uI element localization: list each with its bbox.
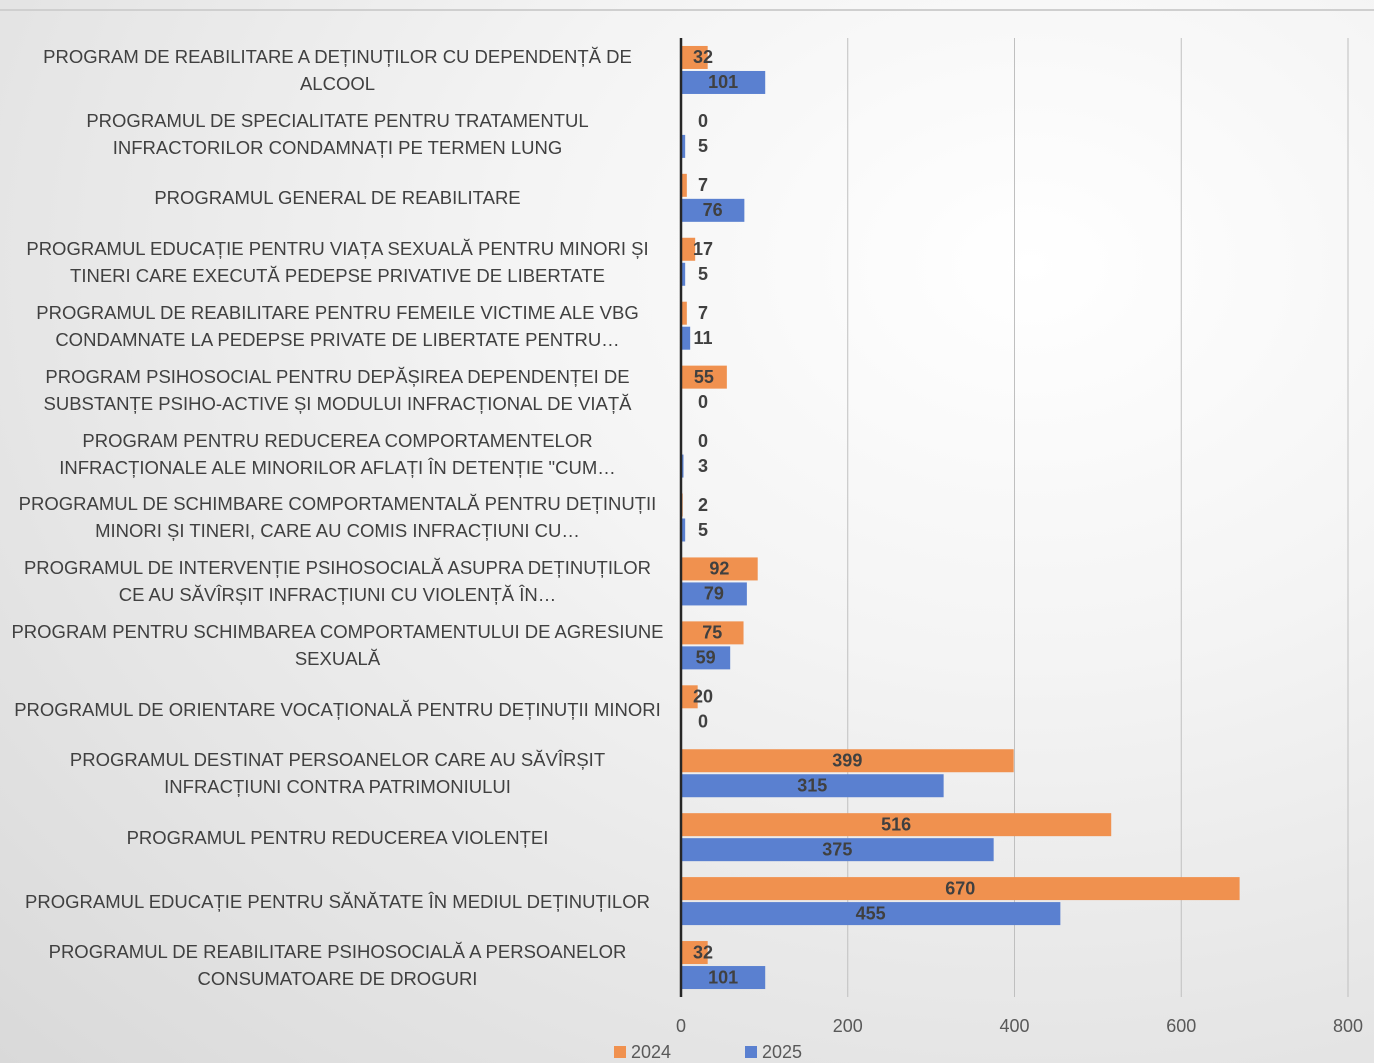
- x-tick-label: 0: [676, 1016, 686, 1036]
- category-label: PROGRAMUL DE REABILITARE PENTRU FEMEILE …: [36, 301, 639, 350]
- bar: [681, 582, 747, 606]
- bar: [681, 518, 686, 542]
- value-label: 0: [698, 712, 708, 732]
- legend-swatch: [745, 1046, 757, 1058]
- value-label: 101: [708, 967, 738, 987]
- value-label: 75: [702, 623, 722, 643]
- value-label: 7: [698, 303, 708, 323]
- bar: [681, 749, 1014, 773]
- category-label: PROGRAMUL DE SPECIALITATE PENTRU TRATAME…: [86, 109, 589, 158]
- bar: [681, 198, 745, 222]
- value-label: 7: [698, 175, 708, 195]
- value-label: 76: [703, 200, 723, 220]
- bar: [681, 70, 766, 94]
- bar: [681, 365, 727, 389]
- bar: [681, 621, 744, 645]
- category-label: PROGRAMUL DE REABILITARE PSIHOSOCIALĂ A …: [48, 941, 627, 990]
- x-tick-label: 600: [1166, 1016, 1196, 1036]
- value-label: 2: [698, 495, 708, 515]
- value-label: 32: [693, 47, 713, 67]
- x-tick-label: 800: [1333, 1016, 1363, 1036]
- bar: [681, 134, 686, 158]
- bar: [681, 813, 1112, 837]
- bar: [681, 173, 687, 197]
- category-label: PROGRAM PENTRU REDUCEREA COMPORTAMENTELO…: [59, 429, 616, 478]
- value-label: 92: [709, 559, 729, 579]
- bar: [681, 326, 691, 350]
- bar: [681, 902, 1061, 926]
- bar: [681, 774, 944, 798]
- value-label: 32: [693, 942, 713, 962]
- bar: [681, 941, 708, 965]
- category-label: PROGRAMUL EDUCAȚIE PENTRU SĂNĂTATE ÎN ME…: [25, 890, 650, 912]
- value-label: 17: [693, 239, 713, 259]
- legend-label: 2025: [762, 1042, 802, 1062]
- value-label: 0: [698, 431, 708, 451]
- value-label: 670: [945, 878, 975, 898]
- category-label: PROGRAMUL DE INTERVENȚIE PSIHOSOCIALĂ AS…: [23, 557, 652, 606]
- value-label: 0: [698, 392, 708, 412]
- category-label: PROGRAMUL DE SCHIMBARE COMPORTAMENTALĂ P…: [18, 493, 657, 542]
- category-label: PROGRAMUL DESTINAT PERSOANELOR CARE AU S…: [69, 749, 606, 798]
- category-label: PROGRAM PENTRU SCHIMBAREA COMPORTAMENTUL…: [11, 621, 664, 670]
- value-label: 516: [881, 814, 911, 834]
- legend-swatch: [614, 1046, 626, 1058]
- value-label: 59: [696, 648, 716, 668]
- bar: [681, 557, 758, 581]
- legend-label: 2024: [631, 1042, 671, 1062]
- value-label: 20: [693, 687, 713, 707]
- value-label: 5: [698, 264, 708, 284]
- bar: [681, 877, 1240, 901]
- category-label: PROGRAMUL EDUCAȚIE PENTRU VIAȚA SEXUALĂ …: [26, 237, 649, 286]
- value-label: 399: [832, 750, 862, 770]
- value-label: 11: [693, 328, 712, 348]
- bar: [681, 966, 766, 990]
- bar: [681, 45, 708, 69]
- value-label: 5: [698, 520, 708, 540]
- value-label: 3: [698, 456, 708, 476]
- value-label: 79: [704, 584, 724, 604]
- bar: [681, 454, 684, 478]
- category-label: PROGRAMUL GENERAL DE REABILITARE: [154, 187, 521, 209]
- value-label: 0: [698, 111, 708, 131]
- x-tick-label: 400: [999, 1016, 1029, 1036]
- category-label: PROGRAMUL PENTRU REDUCEREA VIOLENȚEI: [126, 826, 549, 848]
- bar: [681, 262, 686, 286]
- bar: [681, 301, 687, 325]
- category-label: PROGRAM PSIHOSOCIAL PENTRU DEPĂȘIREA DEP…: [43, 365, 632, 414]
- value-label: 55: [694, 367, 714, 387]
- bar: [681, 646, 731, 670]
- value-label: 315: [797, 775, 827, 795]
- category-label: PROGRAM DE REABILITARE A DEȚINUȚILOR CU …: [43, 45, 632, 94]
- value-label: 101: [708, 72, 738, 92]
- value-label: 455: [856, 903, 886, 923]
- x-tick-label: 200: [833, 1016, 863, 1036]
- value-label: 375: [822, 839, 852, 859]
- category-label: PROGRAMUL DE ORIENTARE VOCAȚIONALĂ PENTR…: [14, 698, 661, 720]
- bar: [681, 237, 696, 261]
- bar: [681, 685, 698, 709]
- value-label: 5: [698, 136, 708, 156]
- bar: [681, 838, 994, 862]
